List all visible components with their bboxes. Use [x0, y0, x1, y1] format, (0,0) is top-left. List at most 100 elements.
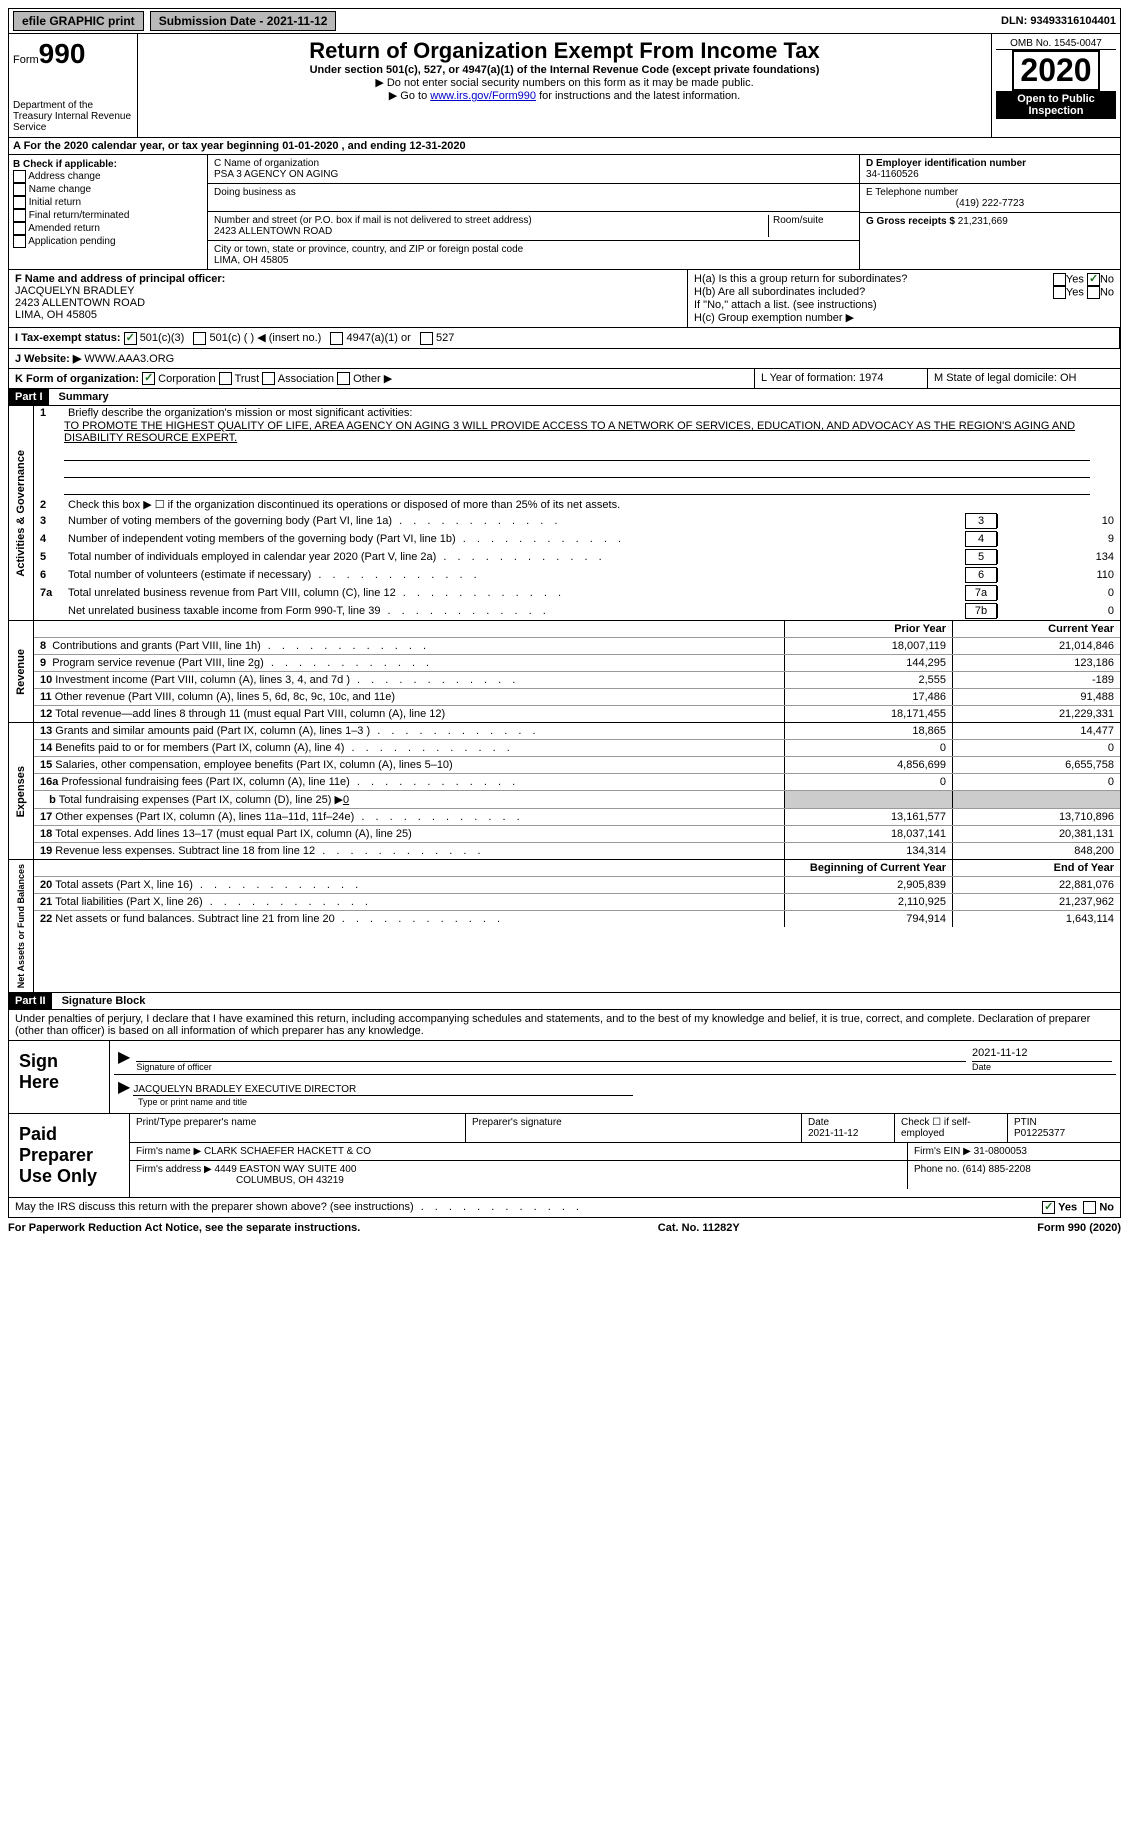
- mission-text: TO PROMOTE THE HIGHEST QUALITY OF LIFE, …: [34, 420, 1120, 444]
- r9-current: 123,186: [952, 655, 1120, 671]
- line7a-text: Total unrelated business revenue from Pa…: [68, 587, 965, 599]
- discuss-no[interactable]: [1083, 1201, 1096, 1214]
- r11-current: 91,488: [952, 689, 1120, 705]
- checkbox-final-return[interactable]: [13, 209, 26, 222]
- efile-button[interactable]: efile GRAPHIC print: [13, 11, 144, 31]
- city-state-zip: LIMA, OH 45805: [214, 255, 853, 266]
- irs-link[interactable]: www.irs.gov/Form990: [430, 90, 536, 102]
- omb-number: OMB No. 1545-0047: [996, 38, 1116, 50]
- sign-here-label: Sign Here: [9, 1041, 110, 1113]
- n21-current: 21,237,962: [952, 894, 1120, 910]
- line6-val: 110: [997, 568, 1120, 582]
- cb-501c[interactable]: [193, 332, 206, 345]
- current-year-header: Current Year: [952, 621, 1120, 637]
- submission-date-button[interactable]: Submission Date - 2021-11-12: [150, 11, 337, 31]
- e17-current: 13,710,896: [952, 809, 1120, 825]
- ha-yes[interactable]: [1053, 273, 1066, 286]
- e15-prior: 4,856,699: [784, 757, 952, 773]
- n21-prior: 2,110,925: [784, 894, 952, 910]
- e19-prior: 134,314: [784, 843, 952, 859]
- cb-corp[interactable]: [142, 372, 155, 385]
- expenses-label: Expenses: [11, 762, 31, 821]
- sig-officer-label: Signature of officer: [136, 1062, 966, 1072]
- cb-4947[interactable]: [330, 332, 343, 345]
- firm-name-label: Firm's name ▶: [136, 1146, 201, 1157]
- header-right: OMB No. 1545-0047 2020 Open to Public In…: [991, 34, 1120, 137]
- addr-label: Number and street (or P.O. box if mail i…: [214, 215, 768, 226]
- e13-current: 14,477: [952, 723, 1120, 739]
- dba-label: Doing business as: [214, 187, 853, 198]
- e16b-val: 0: [343, 794, 349, 806]
- prior-year-header: Prior Year: [784, 621, 952, 637]
- form-label: Form: [13, 54, 39, 66]
- firm-addr2: COLUMBUS, OH 43219: [136, 1175, 344, 1186]
- firm-name: CLARK SCHAEFER HACKETT & CO: [204, 1146, 371, 1157]
- hb-note: If "No," attach a list. (see instruction…: [694, 299, 1114, 311]
- phone: (419) 222-7723: [866, 198, 1114, 209]
- hb-no[interactable]: [1087, 286, 1100, 299]
- officer-name: JACQUELYN BRADLEY: [15, 285, 135, 297]
- end-year-header: End of Year: [952, 860, 1120, 876]
- sig-date: 2021-11-12: [972, 1047, 1112, 1062]
- dept-treasury: Department of the Treasury Internal Reve…: [13, 100, 133, 133]
- discuss-yes[interactable]: [1042, 1201, 1055, 1214]
- netassets-section: Net Assets or Fund Balances Beginning of…: [8, 860, 1121, 993]
- officer-addr2: LIMA, OH 45805: [15, 309, 97, 321]
- sub-date: 2021-11-12: [267, 14, 328, 28]
- r8-current: 21,014,846: [952, 638, 1120, 654]
- cb-501c3[interactable]: [124, 332, 137, 345]
- r9-prior: 144,295: [784, 655, 952, 671]
- footer-left: For Paperwork Reduction Act Notice, see …: [8, 1222, 360, 1234]
- header-center: Return of Organization Exempt From Incom…: [138, 34, 991, 137]
- footer: For Paperwork Reduction Act Notice, see …: [8, 1218, 1121, 1238]
- open-to-public: Open to Public Inspection: [996, 91, 1116, 119]
- sign-here-block: Sign Here ▶ Signature of officer 2021-11…: [8, 1041, 1121, 1114]
- firm-ein: 31-0800053: [974, 1146, 1027, 1157]
- checkbox-address-change[interactable]: [13, 170, 26, 183]
- begin-year-header: Beginning of Current Year: [784, 860, 952, 876]
- checkbox-name-change[interactable]: [13, 183, 26, 196]
- checkbox-pending[interactable]: [13, 235, 26, 248]
- cb-assoc[interactable]: [262, 372, 275, 385]
- firm-phone: (614) 885-2208: [962, 1164, 1030, 1175]
- line4-val: 9: [997, 532, 1120, 546]
- prep-check-label: Check ☐ if self-employed: [895, 1114, 1008, 1142]
- e16a-current: 0: [952, 774, 1120, 790]
- e19-current: 848,200: [952, 843, 1120, 859]
- room-suite-label: Room/suite: [768, 215, 853, 237]
- line6-text: Total number of volunteers (estimate if …: [68, 569, 965, 581]
- cb-other[interactable]: [337, 372, 350, 385]
- header-left: Form990 Department of the Treasury Inter…: [9, 34, 138, 137]
- r10-prior: 2,555: [784, 672, 952, 688]
- hb-yes[interactable]: [1053, 286, 1066, 299]
- sig-date-label: Date: [972, 1062, 1112, 1072]
- firm-addr1: 4449 EASTON WAY SUITE 400: [215, 1164, 357, 1175]
- form-title: Return of Organization Exempt From Incom…: [142, 38, 987, 64]
- ha-no[interactable]: [1087, 273, 1100, 286]
- checkbox-initial-return[interactable]: [13, 196, 26, 209]
- line7b-val: 0: [997, 604, 1120, 618]
- dln: DLN: 93493316104401: [1001, 15, 1116, 27]
- line7b-text: Net unrelated business taxable income fr…: [68, 605, 965, 617]
- name-title-label: Type or print name and title: [118, 1097, 1112, 1107]
- r11-prior: 17,486: [784, 689, 952, 705]
- row-a-tax-year: A For the 2020 calendar year, or tax yea…: [8, 138, 1121, 155]
- org-name-label: C Name of organization: [214, 158, 853, 169]
- state-domicile: M State of legal domicile: OH: [928, 369, 1120, 389]
- prep-date-label: Date: [808, 1117, 829, 1128]
- part-i-label: Part I: [9, 389, 49, 405]
- line4-text: Number of independent voting members of …: [68, 533, 965, 545]
- revenue-section: Revenue Prior YearCurrent Year 8 Contrib…: [8, 621, 1121, 723]
- cb-trust[interactable]: [219, 372, 232, 385]
- street-address: 2423 ALLENTOWN ROAD: [214, 226, 768, 237]
- checkbox-amended[interactable]: [13, 222, 26, 235]
- paid-preparer-label: Paid Preparer Use Only: [9, 1114, 130, 1197]
- city-label: City or town, state or province, country…: [214, 244, 853, 255]
- ptin: P01225377: [1014, 1128, 1065, 1139]
- form-org-label: K Form of organization:: [15, 373, 139, 385]
- n22-prior: 794,914: [784, 911, 952, 927]
- officer-label: F Name and address of principal officer:: [15, 273, 225, 285]
- ptin-label: PTIN: [1014, 1117, 1037, 1128]
- gross-receipts-label: G Gross receipts $: [866, 216, 958, 227]
- cb-527[interactable]: [420, 332, 433, 345]
